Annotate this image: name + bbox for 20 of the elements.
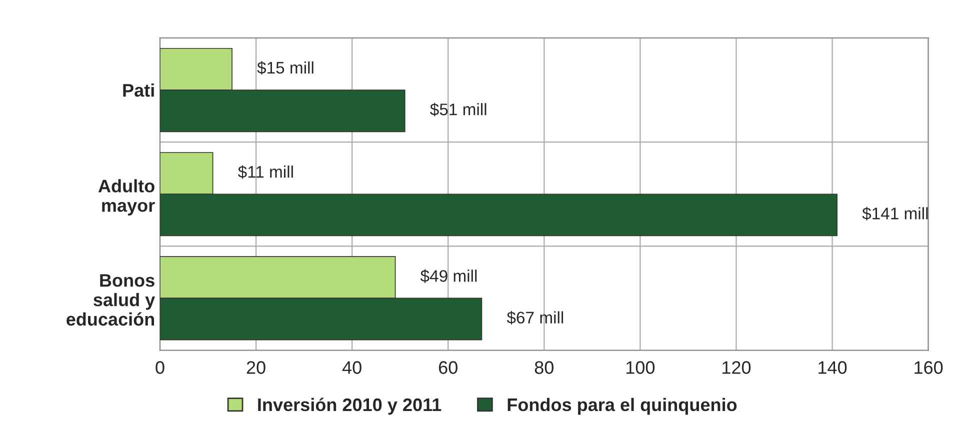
data-label: $15 mill [257, 61, 314, 75]
x-tick-label: 100 [626, 361, 655, 374]
data-label: $49 mill [420, 269, 477, 283]
x-tick-label: 160 [914, 361, 943, 374]
y-tick-label: Bonos salud y educación [66, 274, 156, 326]
legend-label: Inversión 2010 y 2011 [258, 398, 442, 415]
x-tick-label: 80 [534, 361, 554, 374]
data-label: $11 mill [238, 165, 293, 179]
x-tick-label: 60 [438, 361, 458, 374]
data-label: $141 mill [862, 206, 928, 220]
x-tick-label: 40 [342, 361, 362, 374]
legend-label: Fondos para el quinquenio [508, 398, 737, 415]
data-label: $51 mill [430, 102, 486, 116]
x-tick-label: 140 [818, 361, 847, 374]
x-tick-label: 0 [156, 361, 164, 374]
y-tick-label: Adulto mayor [98, 179, 155, 216]
x-tick-label: 120 [722, 361, 751, 374]
y-tick-label: Pati [123, 83, 154, 97]
data-label: $67 mill [506, 311, 564, 324]
x-tick-label: 20 [246, 361, 266, 374]
